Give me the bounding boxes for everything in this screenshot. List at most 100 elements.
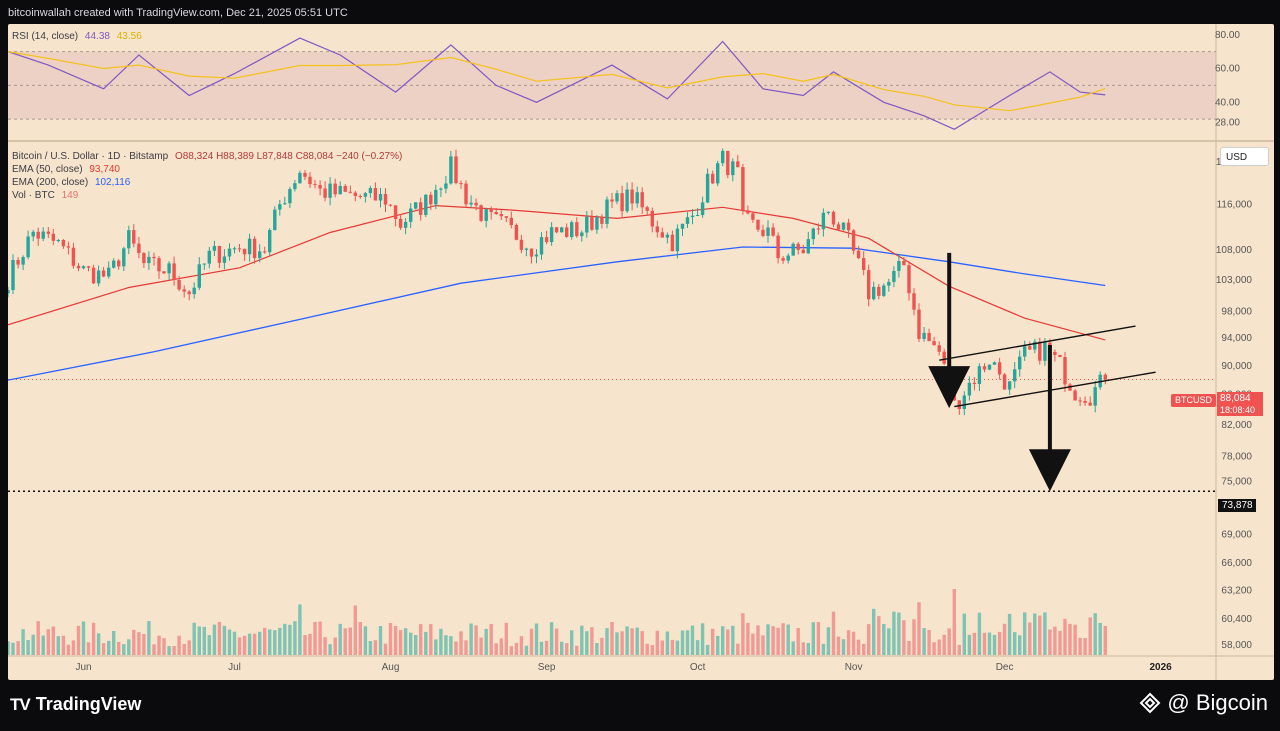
volume-bar	[333, 637, 337, 655]
candle	[665, 232, 670, 244]
candle	[252, 236, 257, 264]
arrow-head	[928, 366, 971, 409]
volume-bar	[821, 643, 826, 655]
candle	[992, 361, 997, 365]
candle-body	[922, 332, 926, 339]
candle	[464, 180, 468, 208]
candle-body	[892, 271, 896, 282]
candle-body	[1068, 384, 1072, 391]
candle-body	[912, 293, 916, 310]
candle-body	[786, 255, 790, 261]
candle-body	[393, 205, 398, 219]
candle-body	[328, 183, 332, 198]
candle	[152, 252, 156, 266]
volume-bar	[524, 645, 529, 655]
candle	[529, 248, 534, 264]
chart-canvas[interactable]: 124,000 116,000 108,000 103,000 98,000 9…	[8, 24, 1274, 680]
candle-body	[313, 184, 317, 186]
candle-body	[650, 210, 654, 227]
candle-body	[474, 202, 478, 206]
candle	[1088, 396, 1092, 406]
candle-body	[877, 286, 881, 296]
candle-body	[81, 266, 86, 269]
candle-body	[398, 218, 403, 228]
candle	[333, 178, 337, 198]
chart-frame[interactable]: 124,000 116,000 108,000 103,000 98,000 9…	[8, 24, 1274, 680]
candle-body	[982, 366, 987, 370]
candle-body	[665, 234, 670, 238]
candle-body	[429, 194, 433, 205]
candle-body	[459, 183, 463, 185]
tradingview-icon: TV	[10, 694, 31, 714]
candle-body	[464, 183, 468, 205]
currency-button[interactable]: USD	[1220, 147, 1269, 166]
volume-bar	[791, 641, 795, 655]
symbol-title: Bitcoin / U.S. Dollar · 1D · Bitstamp	[12, 151, 169, 162]
volume-bar	[997, 631, 1002, 655]
volume-bar	[373, 640, 378, 655]
candle	[721, 148, 725, 167]
volume-bar	[726, 629, 730, 655]
volume-bar	[736, 643, 740, 655]
volume-bar	[700, 623, 705, 655]
candle	[695, 208, 700, 217]
candle	[892, 266, 896, 288]
candle	[872, 281, 876, 301]
volume-bar	[147, 621, 151, 655]
volume-bar	[212, 624, 217, 655]
candle	[117, 259, 121, 270]
candle	[982, 363, 987, 373]
volume-bar	[107, 640, 111, 655]
candle	[383, 188, 388, 212]
candle-body	[685, 217, 690, 224]
volume-bar	[1018, 635, 1022, 655]
candle-body	[388, 204, 393, 206]
candle	[182, 285, 186, 298]
candle	[268, 228, 272, 256]
volume-bar	[308, 633, 312, 655]
candle-body	[1002, 374, 1007, 390]
candle-body	[343, 186, 347, 192]
candle-body	[66, 246, 71, 248]
candle-body	[695, 215, 700, 216]
candle-body	[8, 290, 10, 294]
candle-body	[484, 209, 488, 221]
volume-bar	[1063, 618, 1067, 655]
volume-bar	[716, 635, 720, 655]
candle	[8, 287, 10, 298]
candle-body	[917, 309, 921, 339]
candle-body	[368, 188, 373, 194]
volume-bar	[796, 628, 800, 655]
candle-body	[132, 230, 136, 244]
candle	[1002, 372, 1007, 390]
candle	[459, 180, 463, 189]
candle-body	[771, 227, 775, 236]
candle-body	[167, 263, 171, 274]
candle-body	[36, 231, 40, 239]
candle-body	[504, 216, 508, 218]
volume-bar	[917, 602, 921, 655]
channel-line	[939, 325, 1136, 361]
volume-bar	[650, 645, 654, 655]
candle-body	[177, 280, 181, 290]
candle	[313, 180, 317, 189]
candle	[1028, 341, 1032, 351]
candle-body	[967, 382, 972, 396]
time-tick-label: Jul	[228, 662, 241, 673]
candle	[645, 205, 649, 215]
price-tick-label: 58,000	[1221, 640, 1252, 651]
candle	[197, 257, 201, 291]
candle-body	[726, 150, 730, 176]
candle-body	[680, 223, 685, 229]
candle	[414, 202, 418, 210]
candle-body	[776, 235, 780, 259]
volume-bar	[278, 627, 282, 655]
candle	[670, 230, 675, 252]
candle-body	[31, 231, 35, 237]
candle-body	[766, 227, 770, 236]
candle	[91, 264, 96, 284]
volume-bar	[217, 621, 222, 655]
candle	[247, 233, 252, 262]
rsi-label: RSI (14, close)	[12, 31, 79, 42]
candle	[711, 170, 715, 184]
